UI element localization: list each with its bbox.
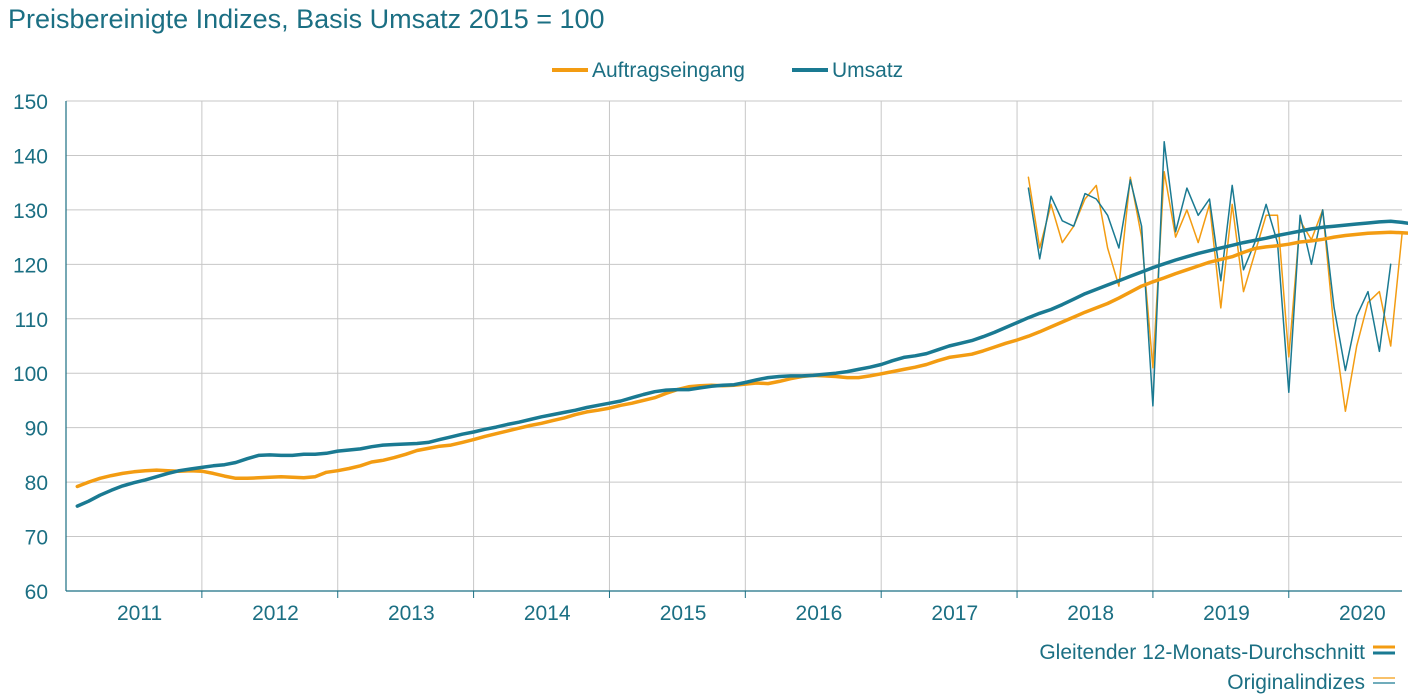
- series-line-auftragseingang-original: [1027, 171, 1403, 413]
- y-tick-label: 140: [13, 145, 48, 168]
- chart-title: Preisbereinigte Indizes, Basis Umsatz 20…: [8, 4, 605, 34]
- x-tick-label: 2014: [524, 602, 571, 625]
- y-tick-label: 120: [13, 254, 48, 277]
- y-tick-label: 90: [25, 418, 48, 441]
- legend-label-umsatz: Umsatz: [832, 59, 903, 82]
- series-line-umsatz-original: [1027, 141, 1392, 407]
- legend-label-smoothed: Gleitender 12-Monats-Durchschnitt: [1039, 641, 1365, 664]
- y-tick-label: 130: [13, 200, 48, 223]
- y-tick-label: 100: [13, 363, 48, 386]
- y-tick-label: 70: [25, 527, 48, 550]
- x-tick-label: 2015: [660, 602, 707, 625]
- grid: [66, 100, 1402, 591]
- x-tick-label: 2016: [796, 602, 843, 625]
- y-tick-label: 60: [25, 581, 48, 604]
- x-tick-label: 2011: [117, 602, 162, 625]
- legend: Auftragseingang Umsatz: [552, 59, 903, 82]
- x-tick-label: 2018: [1067, 602, 1114, 625]
- legend-label-auftragseingang: Auftragseingang: [592, 59, 745, 82]
- x-tick-label: 2013: [388, 602, 435, 625]
- y-tick-label: 80: [25, 472, 48, 495]
- y-tick-label: 110: [15, 309, 48, 332]
- x-tick-label: 2012: [252, 602, 299, 625]
- x-tick-label: 2020: [1339, 602, 1386, 625]
- legend-label-original: Originalindizes: [1227, 671, 1365, 694]
- x-tick-label: 2019: [1203, 602, 1250, 625]
- series-line-auftragseingang-smoothed: [75, 230, 1408, 489]
- axes: 60 70 80 90 100 110 120 130 140 150 2011 2012 2013 20…: [13, 91, 1402, 625]
- y-tick-label: 150: [13, 91, 48, 114]
- line-type-legend: Gleitender 12-Monats-Durchschnitt Origin…: [1039, 641, 1395, 694]
- x-tick-label: 2017: [931, 602, 978, 625]
- series-line-umsatz-smoothed: [75, 219, 1408, 508]
- series: [75, 141, 1408, 508]
